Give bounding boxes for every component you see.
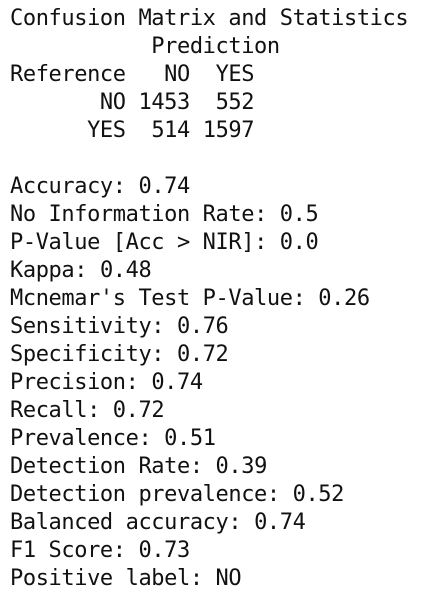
row-label-yes: YES [87, 118, 126, 143]
statistic-label: Precision [10, 370, 126, 395]
statistic-label: Detection Rate [10, 454, 190, 479]
prediction-header: Prediction [10, 33, 408, 61]
matrix-cell: 514 [151, 118, 190, 143]
statistic-line: Prevalence: 0.51 [10, 426, 216, 451]
statistic-value: 0.73 [138, 538, 190, 563]
statistic-line: Accuracy: 0.74 [10, 174, 190, 199]
statistic-label: Balanced accuracy [10, 510, 229, 535]
matrix-cell: 1453 [138, 90, 190, 115]
statistic-value: 0.74 [254, 510, 306, 535]
statistic-value: 0.5 [279, 202, 319, 227]
column-header-no: NO [164, 62, 190, 87]
statistic-value: 0.39 [215, 454, 268, 479]
statistic-line: Precision: 0.74 [10, 370, 203, 395]
statistic-line: Detection Rate: 0.39 [10, 454, 268, 479]
statistic-line: Recall: 0.72 [10, 398, 165, 423]
statistic-value: 0.51 [164, 426, 216, 451]
statistic-label: Positive label [10, 566, 190, 591]
statistic-label: Sensitivity [10, 314, 152, 339]
statistic-label: Kappa [10, 258, 75, 283]
statistic-value: 0.52 [292, 482, 345, 507]
statistic-value: 0.26 [318, 286, 370, 311]
prediction-label: Prediction [151, 34, 280, 59]
statistic-value: 0.72 [177, 342, 229, 367]
statistic-line: No Information Rate: 0.5 [10, 202, 319, 227]
statistic-value: 0.74 [151, 370, 203, 395]
statistic-label: P-Value [Acc > NIR] [10, 230, 255, 255]
matrix-row: YES 514 1597 [10, 117, 408, 145]
statistic-label: Accuracy [10, 174, 113, 199]
statistic-label: Mcnemar's Test P-Value [10, 286, 293, 311]
statistic-value: 0.72 [112, 398, 165, 423]
statistic-value: 0.76 [177, 314, 229, 339]
row-label-no: NO [99, 90, 126, 115]
statistic-line: Specificity: 0.72 [10, 342, 229, 367]
column-header-yes: YES [215, 62, 255, 87]
statistic-value: 0.74 [138, 174, 190, 199]
statistics-list: Accuracy: 0.74 No Information Rate: 0.5 P-… [10, 173, 408, 593]
statistic-label: Recall [10, 398, 88, 423]
statistic-line: F1 Score: 0.73 [10, 538, 190, 563]
statistic-label: Prevalence [10, 426, 139, 451]
matrix-cell: 1597 [202, 118, 255, 143]
matrix-header-row: Reference NO YES [10, 61, 408, 89]
statistic-label: No Information Rate [10, 202, 255, 227]
statistic-line: P-Value [Acc > NIR]: 0.0 [10, 230, 319, 255]
statistic-value: 0.48 [99, 258, 152, 283]
statistic-line: Positive label: NO [10, 566, 242, 591]
matrix-row: NO 1453 552 [10, 89, 408, 117]
reference-label: Reference [10, 62, 126, 87]
statistic-line: Kappa: 0.48 [10, 258, 152, 283]
output-title: Confusion Matrix and Statistics [10, 6, 409, 31]
statistic-label: Specificity [10, 342, 152, 367]
statistic-line: Mcnemar's Test P-Value: 0.26 [10, 286, 370, 311]
statistic-value: 0.0 [279, 230, 319, 255]
matrix-cell: 552 [215, 90, 255, 115]
statistic-line: Detection prevalence: 0.52 [10, 482, 345, 507]
statistic-value: NO [215, 566, 242, 591]
statistic-line: Sensitivity: 0.76 [10, 314, 229, 339]
statistic-label: F1 Score [10, 538, 113, 563]
statistic-label: Detection prevalence [10, 482, 267, 507]
statistic-line: Balanced accuracy: 0.74 [10, 510, 306, 535]
blank-line [10, 145, 408, 173]
console-output: Confusion Matrix and Statistics Predicti… [10, 5, 409, 593]
